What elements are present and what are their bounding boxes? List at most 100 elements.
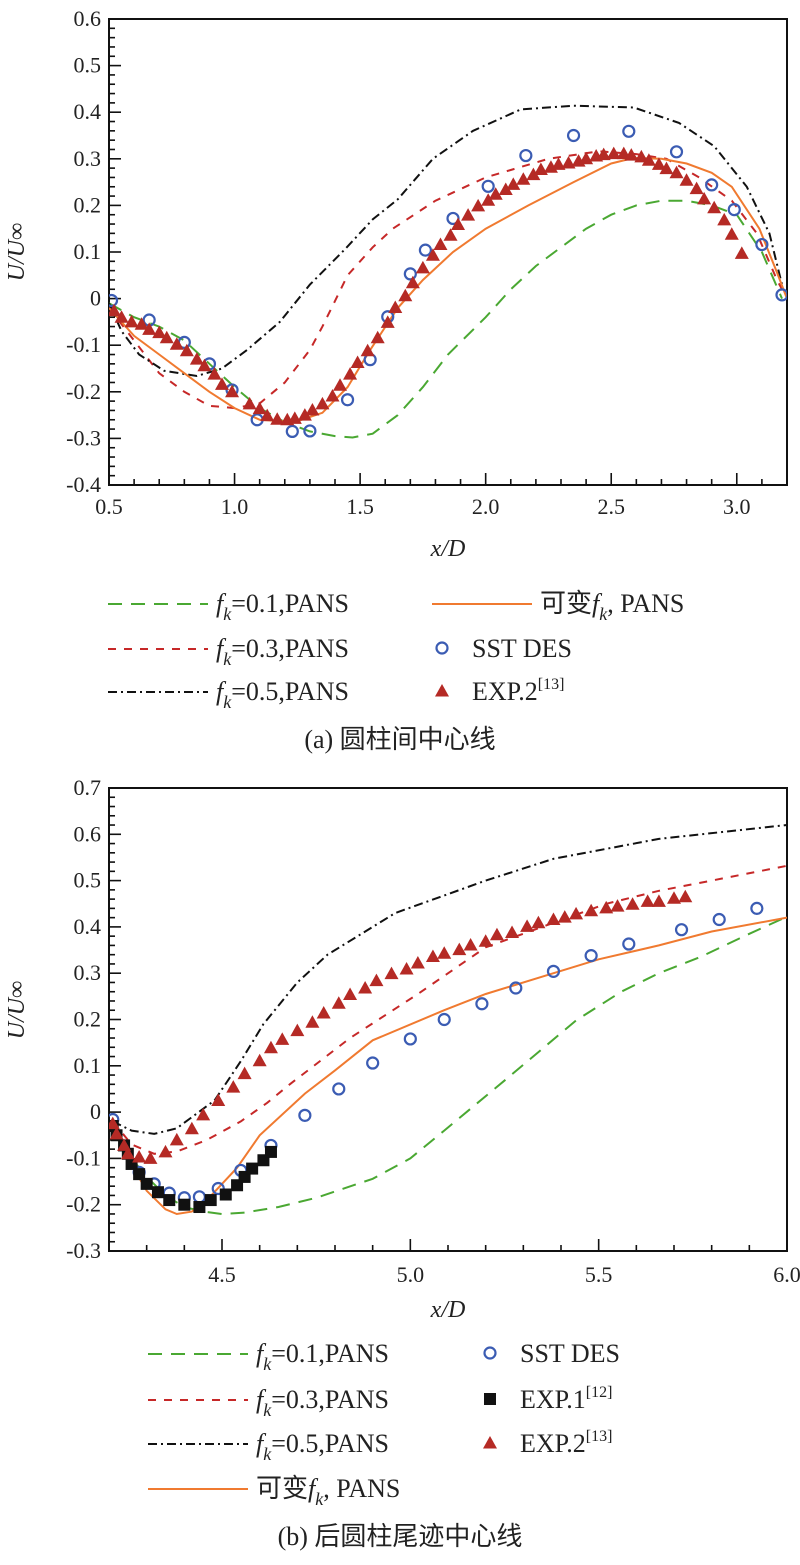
data-point-exp2 bbox=[196, 1107, 211, 1121]
data-point-exp2 bbox=[358, 981, 373, 994]
data-point-exp1 bbox=[246, 1162, 259, 1175]
legend-label: fk=0.5,PANS bbox=[216, 677, 349, 712]
series-line-fk05 bbox=[112, 824, 787, 1135]
y-tick-label: 0.3 bbox=[74, 146, 102, 171]
data-point-sst bbox=[775, 288, 787, 302]
series-exp2 bbox=[109, 889, 693, 1164]
data-point-exp2 bbox=[316, 1006, 331, 1019]
legend-label-subscript: k bbox=[223, 649, 232, 669]
legend-marker bbox=[484, 1393, 496, 1405]
data-point-exp2 bbox=[707, 200, 722, 214]
data-point-sst bbox=[340, 393, 355, 407]
data-point-exp2 bbox=[610, 899, 625, 912]
data-point-exp2 bbox=[734, 246, 749, 259]
data-point-exp2 bbox=[207, 367, 222, 380]
y-tick-label: -0.2 bbox=[66, 1192, 101, 1217]
data-point-exp2 bbox=[169, 1132, 184, 1146]
data-point-exp2 bbox=[305, 1015, 320, 1028]
data-point-exp2 bbox=[498, 182, 513, 196]
plot-frame bbox=[108, 787, 788, 1252]
x-tick-label: 2.5 bbox=[597, 494, 625, 519]
legend-label-f: f bbox=[256, 1429, 267, 1458]
legend-label-f: f bbox=[256, 1385, 267, 1414]
data-point-exp2 bbox=[252, 1053, 267, 1067]
data-point-exp2 bbox=[134, 317, 149, 330]
legend-marker bbox=[435, 684, 449, 697]
data-point-exp2 bbox=[384, 966, 399, 980]
data-point-exp2 bbox=[478, 934, 493, 947]
legend-item-sst: SST DES bbox=[435, 634, 572, 663]
data-point-exp2 bbox=[641, 153, 656, 166]
data-point-exp2 bbox=[526, 167, 541, 181]
data-point-exp2 bbox=[599, 900, 614, 914]
y-axis-title: U/U∞ bbox=[4, 981, 30, 1039]
legend-label: 可变fk, PANS bbox=[256, 1474, 400, 1509]
legend-label-ref: [13] bbox=[586, 1428, 613, 1445]
data-point-sst bbox=[366, 1056, 380, 1070]
data-point-exp2 bbox=[516, 172, 531, 185]
y-tick-label: -0.3 bbox=[66, 1238, 101, 1263]
data-point-exp2 bbox=[252, 401, 267, 415]
data-point-exp2 bbox=[437, 946, 452, 959]
data-point-exp2 bbox=[388, 300, 403, 313]
data-point-exp2 bbox=[634, 149, 649, 163]
data-point-exp2 bbox=[505, 925, 520, 938]
data-point-exp1 bbox=[204, 1194, 217, 1207]
series-line-fk03 bbox=[112, 864, 787, 1155]
data-point-exp2 bbox=[143, 1151, 158, 1164]
legend-label-subscript: k bbox=[263, 1444, 272, 1464]
data-point-exp2 bbox=[463, 937, 478, 951]
data-point-sst bbox=[303, 424, 317, 438]
legend-label-subscript: k bbox=[315, 1489, 324, 1509]
data-point-sst bbox=[674, 923, 689, 937]
legend-label-text: EXP.2 bbox=[520, 1429, 586, 1458]
x-tick-label: 3.0 bbox=[723, 494, 751, 519]
data-point-exp2 bbox=[667, 891, 681, 904]
legend-label-subscript: k bbox=[599, 604, 608, 624]
legend-marker bbox=[435, 641, 449, 655]
y-tick-label: -0.4 bbox=[66, 472, 101, 497]
data-point-exp2 bbox=[159, 330, 174, 344]
data-point-exp2 bbox=[297, 408, 312, 421]
data-point-sst bbox=[519, 148, 533, 163]
data-point-sst bbox=[705, 178, 719, 192]
data-point-sst bbox=[298, 1108, 312, 1122]
data-point-exp2 bbox=[325, 388, 340, 402]
y-tick-label: 0.3 bbox=[74, 960, 102, 985]
data-point-exp2 bbox=[399, 962, 414, 975]
legend-label-text: =0.3,PANS bbox=[231, 634, 349, 663]
x-tick-label: 0.5 bbox=[95, 494, 123, 519]
data-point-exp2 bbox=[461, 208, 476, 221]
series-line-variable bbox=[109, 156, 787, 424]
y-tick-label: 0 bbox=[90, 1099, 101, 1124]
y-tick-label: 0.1 bbox=[74, 1053, 102, 1078]
data-point-exp2 bbox=[584, 903, 599, 917]
data-point-exp2 bbox=[724, 227, 739, 240]
plot-frame bbox=[108, 18, 788, 486]
legend-item-fk05: fk=0.5,PANS bbox=[148, 1429, 389, 1464]
data-point-sst bbox=[109, 293, 119, 308]
plot-area bbox=[109, 824, 787, 1216]
data-point-exp2 bbox=[331, 996, 346, 1009]
x-tick-label: 6.0 bbox=[773, 1262, 800, 1287]
data-point-exp2 bbox=[452, 942, 467, 956]
series-exp2 bbox=[109, 146, 749, 426]
y-tick-label: 0.5 bbox=[74, 53, 102, 78]
legend-label-ref: [13] bbox=[538, 676, 565, 693]
legend-label-f: f bbox=[592, 589, 603, 618]
legend-label: EXP.1[12] bbox=[520, 1384, 612, 1414]
data-point-exp2 bbox=[315, 396, 330, 410]
data-point-exp1 bbox=[163, 1194, 176, 1207]
legend-label-text: EXP.2 bbox=[472, 677, 538, 706]
data-point-exp2 bbox=[270, 412, 285, 425]
data-point-sst bbox=[622, 124, 636, 138]
x-tick-label: 5.0 bbox=[397, 1262, 425, 1287]
legend-label-text: , PANS bbox=[323, 1474, 400, 1503]
data-point-exp2 bbox=[179, 343, 194, 357]
data-point-exp2 bbox=[124, 314, 139, 328]
data-point-exp2 bbox=[333, 378, 348, 391]
legend-marker bbox=[483, 1346, 497, 1360]
panel-caption: (a) 圆柱间中心线 bbox=[304, 725, 495, 754]
